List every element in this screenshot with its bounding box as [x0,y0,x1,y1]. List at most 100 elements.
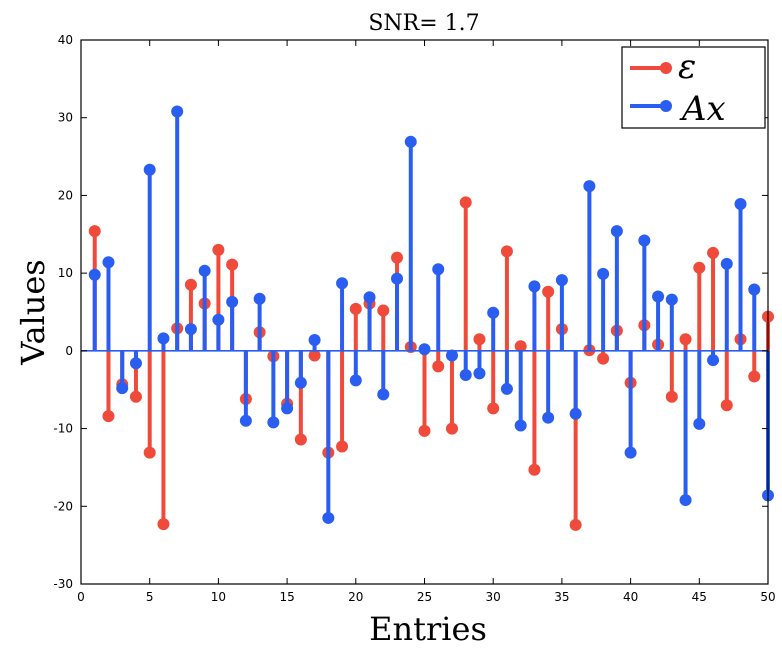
marker-ax-33 [528,280,541,293]
y-tick-label--10: -10 [53,422,73,436]
marker-epsilon-23 [391,251,404,264]
marker-ax-6 [157,332,170,345]
x-tick-label-50: 50 [760,590,775,604]
marker-epsilon-32 [514,340,527,353]
marker-ax-7 [171,105,184,118]
marker-epsilon-10 [212,243,225,256]
y-tick-label-20: 20 [58,188,73,202]
x-tick-label-25: 25 [417,590,432,604]
marker-ax-12 [239,414,252,427]
stems-layer [81,105,774,531]
x-tick-label-30: 30 [486,590,501,604]
marker-epsilon-27 [445,422,458,435]
y-axis-label: Values [14,259,52,365]
marker-ax-1 [88,268,101,281]
marker-epsilon-6 [157,518,170,531]
marker-epsilon-43 [665,390,678,403]
marker-epsilon-11 [226,258,239,271]
x-tick-label-15: 15 [279,590,294,604]
marker-ax-25 [418,343,431,356]
marker-ax-9 [198,264,211,277]
marker-ax-34 [542,411,555,424]
y-tick-label--20: -20 [53,499,73,513]
x-axis-label: Entries [369,610,487,648]
legend-label-ax: Ax [679,89,726,129]
marker-epsilon-1 [88,225,101,238]
marker-ax-32 [514,419,527,432]
marker-ax-45 [693,417,706,430]
marker-ax-23 [391,272,404,285]
marker-ax-14 [267,416,280,429]
marker-ax-46 [707,354,720,367]
marker-ax-19 [336,277,349,290]
marker-epsilon-45 [693,261,706,274]
y-tick-label-30: 30 [58,111,73,125]
legend: ε Ax [621,46,766,129]
y-tick-label-40: 40 [58,33,73,47]
marker-ax-18 [322,511,335,524]
marker-ax-35 [555,274,568,287]
marker-ax-10 [212,313,225,326]
x-tick-label-35: 35 [554,590,569,604]
x-tick-label-40: 40 [623,590,638,604]
marker-epsilon-5 [143,446,156,459]
ticks-layer: 0 5 10 15 20 25 30 35 40 45 50 -30 -20 -10 0 10 20 30 40 [53,33,775,604]
marker-ax-29 [473,367,486,380]
marker-ax-17 [308,333,321,346]
marker-epsilon-49 [748,370,761,383]
marker-ax-43 [665,293,678,306]
chart-title: SNR= 1.7 [368,11,479,36]
x-tick-label-45: 45 [692,590,707,604]
marker-ax-47 [720,257,733,270]
marker-epsilon-36 [569,518,582,531]
marker-ax-21 [363,291,376,304]
marker-epsilon-20 [349,302,362,315]
marker-ax-36 [569,407,582,420]
marker-ax-4 [129,357,142,370]
marker-epsilon-34 [542,285,555,298]
marker-ax-24 [404,135,417,148]
marker-ax-42 [652,290,665,303]
marker-epsilon-38 [597,352,610,365]
marker-epsilon-25 [418,424,431,437]
marker-ax-8 [184,323,197,336]
legend-label-epsilon: ε [678,47,696,87]
legend-marker-epsilon [660,62,672,74]
marker-ax-3 [116,382,129,395]
legend-marker-ax [660,100,672,112]
marker-ax-16 [294,376,307,389]
marker-epsilon-33 [528,463,541,476]
legend-box [621,46,766,129]
marker-epsilon-2 [102,410,115,423]
y-tick-label-10: 10 [58,266,73,280]
marker-epsilon-44 [679,333,692,346]
marker-epsilon-30 [487,402,500,415]
marker-ax-37 [583,180,596,193]
marker-ax-22 [377,388,390,401]
marker-ax-39 [610,225,623,238]
marker-epsilon-31 [500,245,513,258]
marker-ax-44 [679,494,692,507]
x-tick-label-10: 10 [211,590,226,604]
y-tick-label--30: -30 [53,577,73,591]
y-tick-label-0: 0 [65,344,73,358]
marker-ax-31 [500,382,513,395]
marker-ax-49 [748,283,761,296]
marker-ax-40 [624,446,637,459]
marker-epsilon-46 [707,246,720,259]
marker-epsilon-4 [129,390,142,403]
marker-ax-2 [102,256,115,269]
marker-ax-28 [459,368,472,381]
marker-ax-41 [638,234,651,247]
marker-ax-30 [487,306,500,319]
x-tick-label-5: 5 [146,590,154,604]
marker-epsilon-16 [294,433,307,446]
marker-ax-27 [445,349,458,362]
marker-ax-38 [597,267,610,280]
marker-epsilon-26 [432,360,445,373]
x-tick-label-0: 0 [77,590,85,604]
marker-epsilon-47 [720,399,733,412]
marker-ax-20 [349,374,362,387]
marker-epsilon-17 [308,349,321,362]
